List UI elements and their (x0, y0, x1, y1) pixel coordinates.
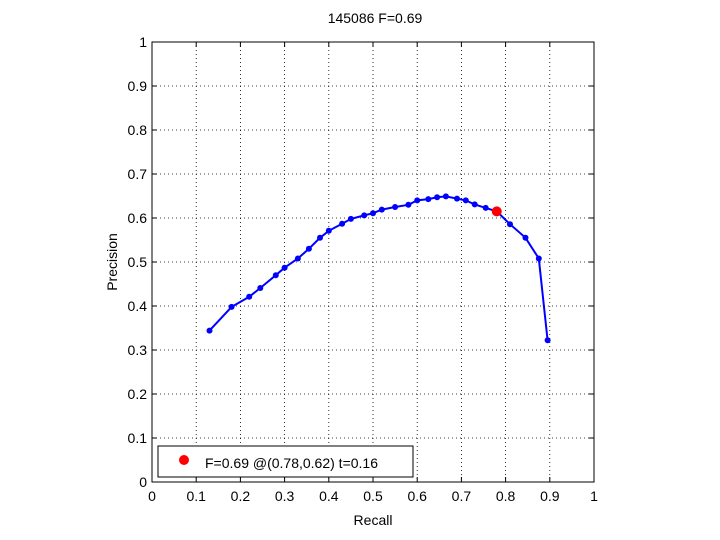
legend-box (157, 445, 414, 478)
data-point (535, 255, 542, 262)
best-f-point (491, 206, 502, 217)
data-point (294, 255, 301, 262)
legend-marker (179, 455, 189, 465)
data-point (482, 204, 489, 211)
data-point (257, 285, 264, 291)
data-point (370, 210, 376, 217)
y-tick-label: 0.7 (128, 166, 148, 182)
axis-ticks: 0 0.1 0.2 0.3 0.4 0.5 0.6 0.7 0.8 0.9 1 0 0.1 0.2 0.3 0… (128, 34, 599, 504)
x-tick-label: 0.3 (275, 488, 295, 504)
chart-title: 145086 F=0.69 (328, 10, 423, 26)
x-axis-label: Recall (354, 512, 393, 528)
series-layer (206, 193, 551, 344)
y-tick-label: 0.3 (128, 342, 148, 358)
highlight-layer (491, 206, 502, 217)
data-point (246, 293, 253, 300)
data-point (471, 201, 478, 208)
x-tick-label: 0.1 (186, 488, 206, 504)
data-point (305, 245, 312, 252)
x-tick-label: 0.7 (452, 488, 472, 504)
data-point (339, 220, 346, 227)
data-point (317, 234, 323, 241)
x-tick-label: 0.9 (540, 488, 560, 504)
data-point (414, 197, 421, 204)
data-point (206, 327, 213, 334)
data-point (462, 197, 469, 204)
y-tick-label: 0.9 (128, 78, 148, 94)
y-tick-label: 1 (139, 34, 147, 50)
data-point (442, 193, 449, 200)
data-point (378, 206, 385, 213)
x-tick-label: 0.5 (363, 488, 383, 504)
x-tick-label: 0.8 (496, 488, 516, 504)
data-point (392, 204, 399, 210)
y-axis-label: Precision (104, 233, 120, 291)
data-point (522, 234, 529, 241)
data-point (434, 194, 441, 201)
y-tick-label: 0.2 (128, 386, 148, 402)
data-point (272, 272, 279, 279)
data-point (325, 227, 332, 234)
legend: F=0.69 @(0.78,0.62) t=0.16 (157, 445, 414, 478)
data-point (228, 303, 235, 310)
y-tick-label: 0.6 (128, 210, 148, 226)
data-point (347, 215, 354, 222)
y-tick-label: 0.4 (128, 298, 148, 314)
data-point (425, 196, 432, 203)
y-tick-label: 0.1 (128, 430, 148, 446)
data-point (544, 337, 551, 344)
x-tick-label: 1 (590, 488, 598, 504)
data-point (454, 195, 460, 202)
x-tick-label: 0.6 (407, 488, 427, 504)
grid (152, 42, 594, 482)
y-tick-label: 0.8 (128, 122, 148, 138)
x-tick-label: 0.2 (231, 488, 251, 504)
data-point (405, 201, 412, 208)
data-point (281, 264, 288, 271)
y-tick-label: 0.5 (128, 254, 148, 270)
y-tick-label: 0 (139, 474, 147, 490)
data-point (361, 212, 368, 219)
data-point (507, 221, 513, 228)
x-tick-label: 0 (148, 488, 156, 504)
x-tick-label: 0.4 (319, 488, 339, 504)
legend-label: F=0.69 @(0.78,0.62) t=0.16 (205, 455, 378, 471)
